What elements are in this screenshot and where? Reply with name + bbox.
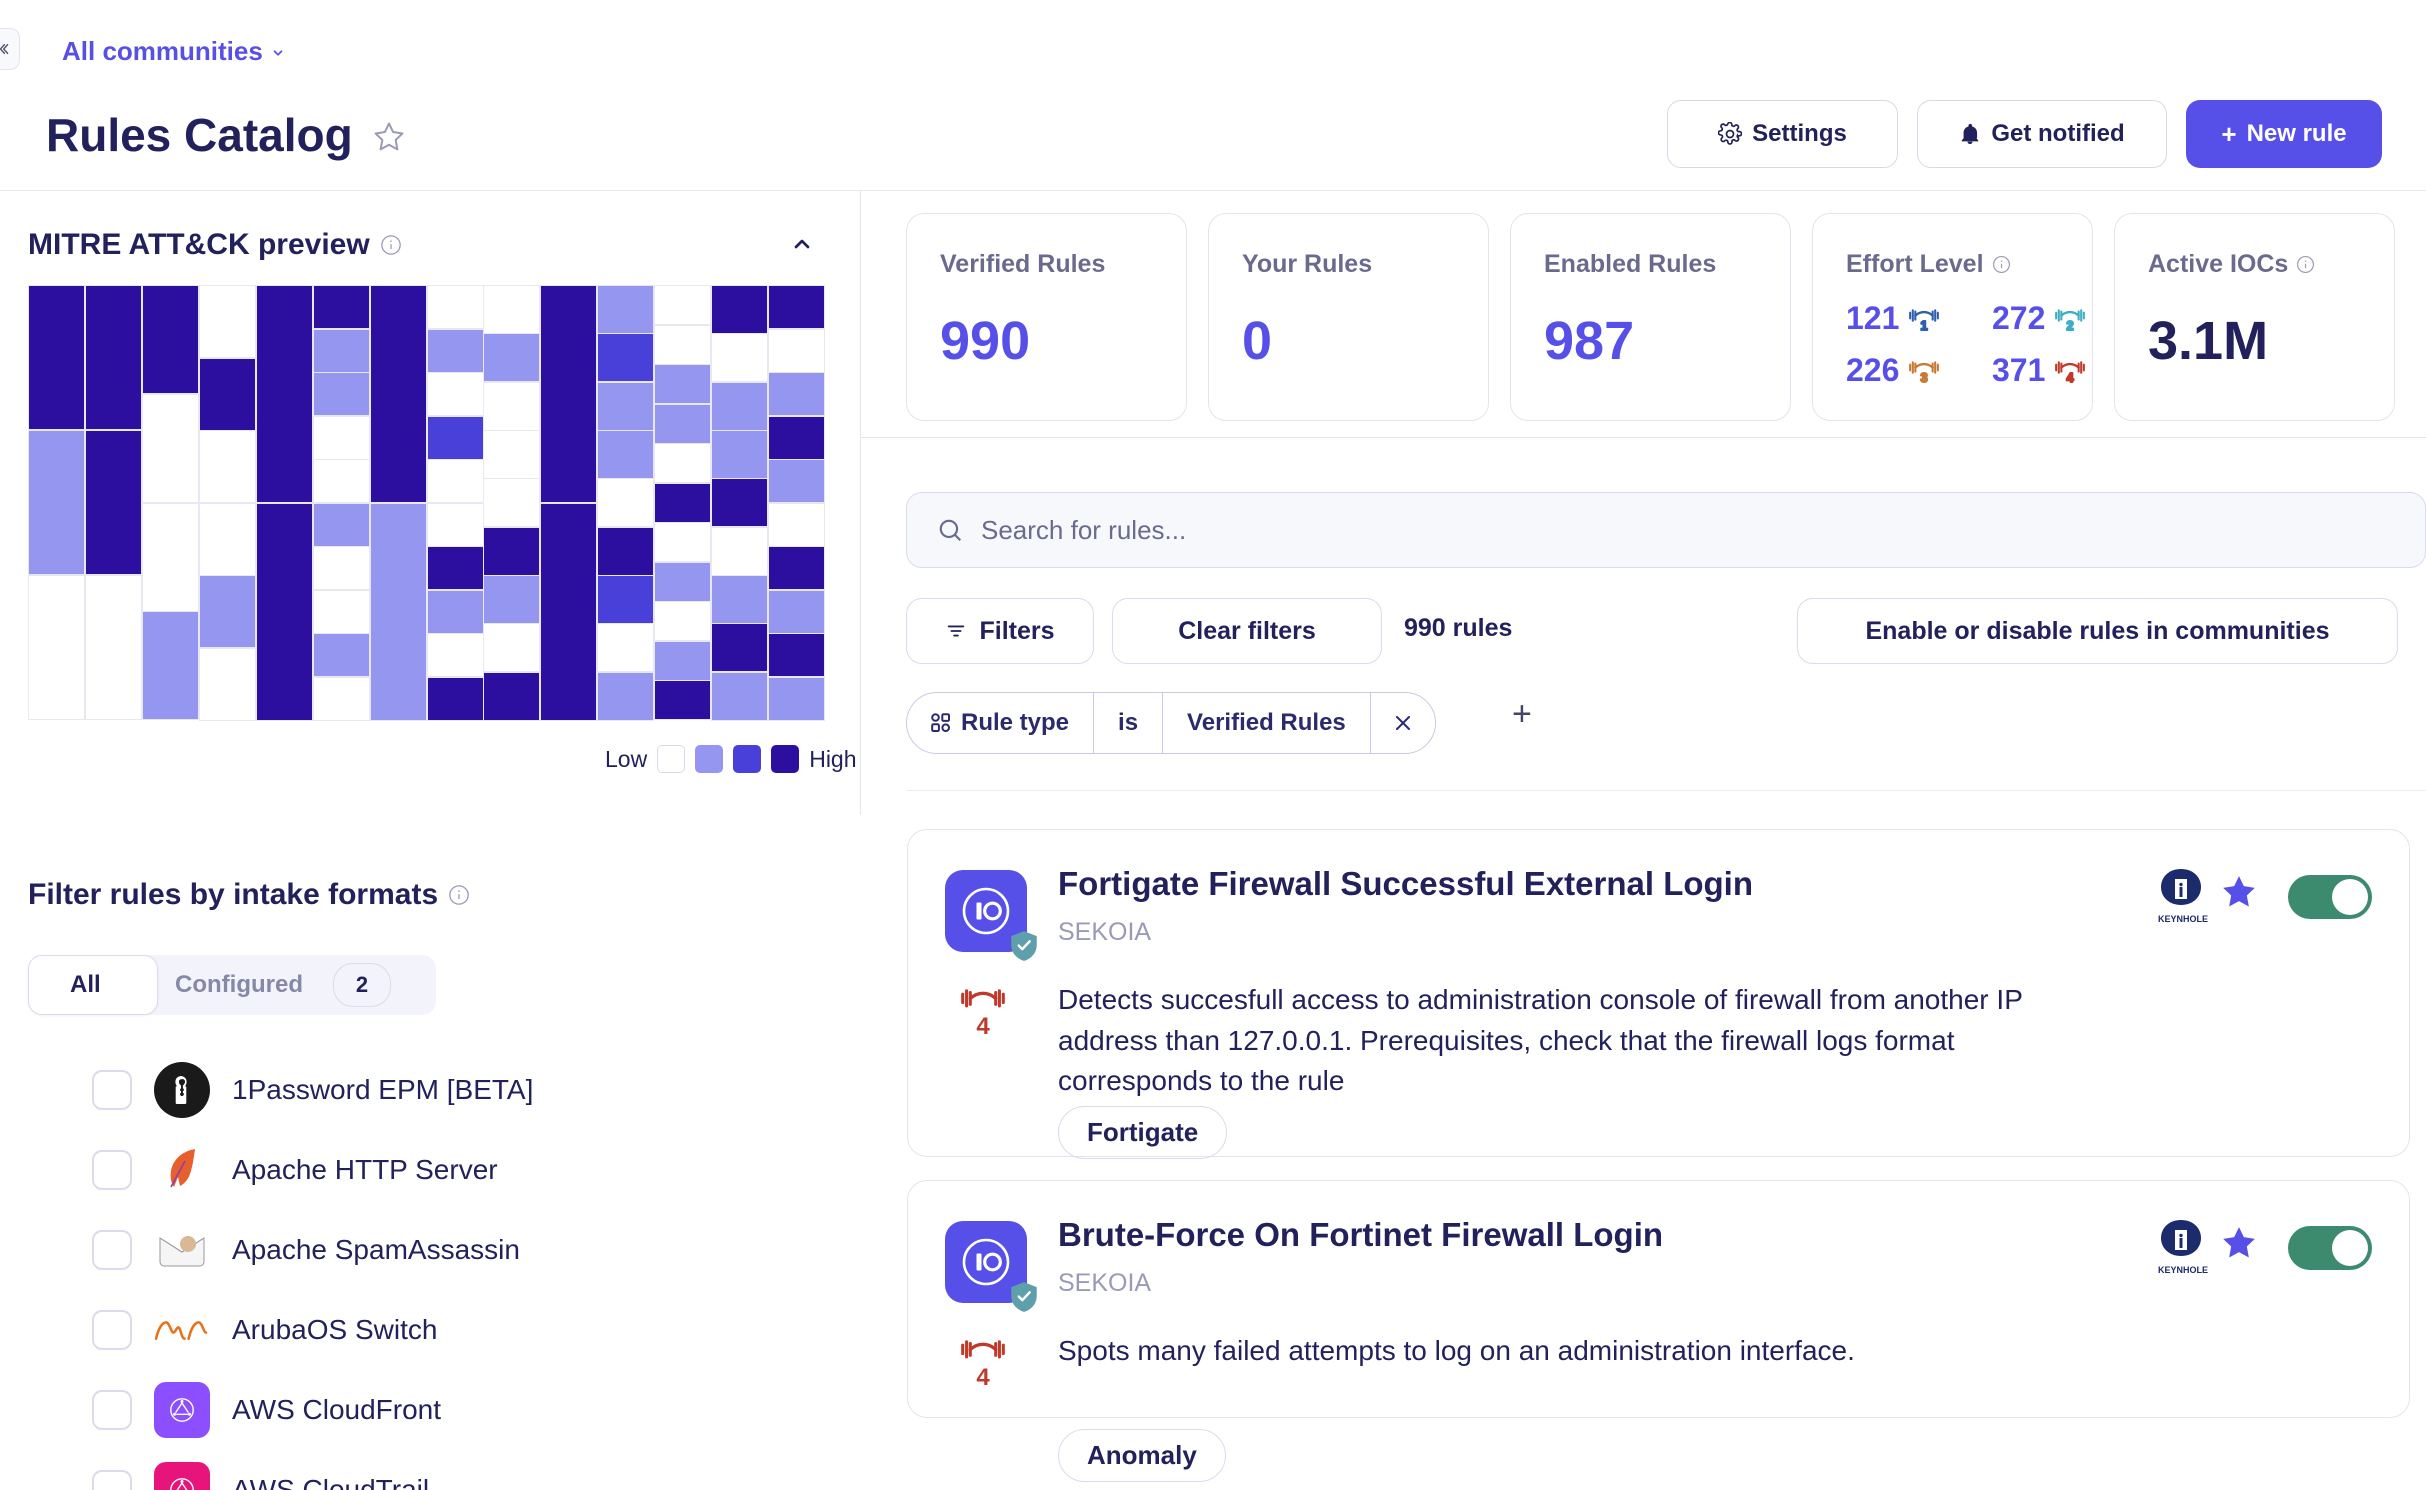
svg-text:4: 4	[2067, 370, 2074, 384]
svg-text:2: 2	[2067, 318, 2074, 332]
svg-text:1: 1	[1921, 318, 1928, 332]
svg-text:3: 3	[1921, 370, 1928, 384]
